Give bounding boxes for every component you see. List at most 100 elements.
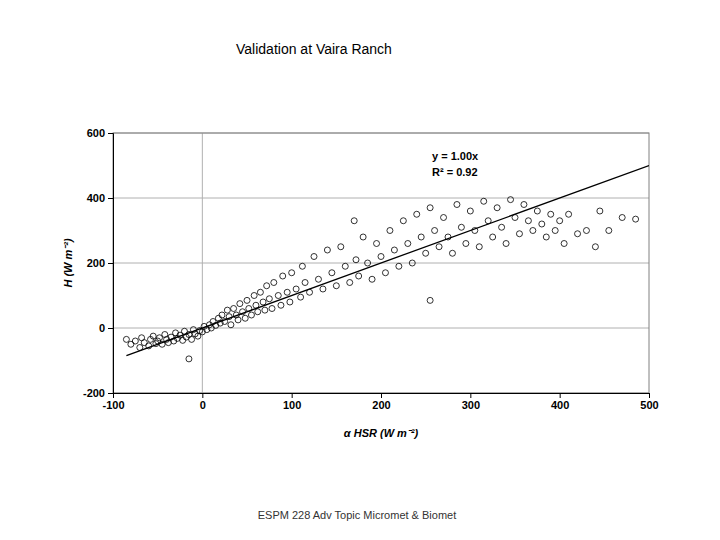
tick: 600	[87, 127, 113, 139]
point	[597, 208, 603, 214]
point	[219, 312, 225, 318]
point	[619, 215, 625, 221]
point	[347, 280, 353, 286]
tick-label: 200	[87, 257, 105, 269]
point	[244, 297, 250, 303]
grid	[113, 133, 649, 393]
point	[224, 307, 230, 313]
point	[606, 228, 612, 234]
point	[400, 218, 406, 224]
axis-line	[108, 134, 114, 394]
point	[324, 247, 330, 253]
tick-mark	[108, 393, 113, 394]
point	[356, 273, 362, 279]
tick-label: 200	[372, 399, 390, 411]
point	[353, 257, 359, 263]
tick-mark	[108, 263, 113, 264]
tick-label: 300	[462, 399, 480, 411]
point	[561, 241, 567, 247]
point	[521, 202, 527, 208]
point	[284, 289, 290, 295]
point	[132, 338, 138, 344]
y-axis-title: H (W m⁻²)	[62, 238, 74, 288]
point	[525, 218, 531, 224]
point	[463, 241, 469, 247]
point	[481, 198, 487, 204]
point	[231, 306, 237, 312]
point	[264, 283, 270, 289]
point	[378, 254, 384, 260]
point	[382, 270, 388, 276]
point	[365, 260, 371, 266]
point	[499, 224, 505, 230]
title: Validation at Vaira Ranch	[236, 41, 392, 57]
point	[414, 211, 420, 217]
tick-label: 500	[640, 399, 658, 411]
grid-line	[113, 198, 649, 199]
point	[351, 218, 357, 224]
point	[329, 270, 335, 276]
point	[409, 260, 415, 266]
point	[423, 250, 429, 256]
point	[543, 234, 549, 240]
point	[548, 211, 554, 217]
zero-line	[202, 133, 203, 393]
tick-mark	[381, 393, 382, 398]
footer: ESPM 228 Adv Topic Micromet & Biomet	[258, 509, 457, 521]
point	[490, 234, 496, 240]
annotation: y = 1.00x	[432, 150, 479, 162]
point	[503, 241, 509, 247]
point	[338, 244, 344, 250]
point	[557, 218, 563, 224]
tick-mark	[108, 133, 113, 134]
fit-line	[126, 166, 649, 356]
tick-mark	[649, 393, 650, 398]
tick: 500	[640, 393, 658, 411]
point	[251, 293, 257, 299]
point	[266, 296, 272, 302]
tick: 300	[462, 393, 480, 411]
tick-mark	[108, 198, 113, 199]
point	[299, 263, 305, 269]
tick: 200	[87, 257, 113, 269]
tick: 400	[551, 393, 569, 411]
point	[494, 205, 500, 211]
point	[467, 208, 473, 214]
point	[552, 228, 558, 234]
point	[302, 280, 308, 286]
point	[391, 247, 397, 253]
plot-area	[123, 166, 649, 362]
tick-mark	[108, 328, 113, 329]
point	[592, 244, 598, 250]
point	[342, 263, 348, 269]
point	[293, 286, 299, 292]
point	[228, 322, 234, 328]
point	[418, 234, 424, 240]
point	[441, 215, 447, 221]
point	[575, 231, 581, 237]
tick-label: 400	[87, 192, 105, 204]
point	[369, 276, 375, 282]
point	[248, 312, 254, 318]
point	[320, 286, 326, 292]
point	[508, 197, 514, 203]
point	[396, 263, 402, 269]
tick-label: 0	[200, 399, 206, 411]
point	[315, 276, 321, 282]
point	[156, 335, 162, 341]
point	[186, 356, 192, 362]
point	[275, 293, 281, 299]
point	[427, 297, 433, 303]
point	[280, 273, 286, 279]
point	[180, 337, 186, 343]
point	[449, 250, 455, 256]
point	[255, 309, 261, 315]
point	[298, 294, 304, 300]
point	[289, 270, 295, 276]
tick: 100	[283, 393, 301, 411]
point	[427, 205, 433, 211]
tick-mark	[560, 393, 561, 398]
tick: -100	[102, 393, 124, 411]
tick: -200	[83, 387, 113, 399]
tick-mark	[292, 393, 293, 398]
